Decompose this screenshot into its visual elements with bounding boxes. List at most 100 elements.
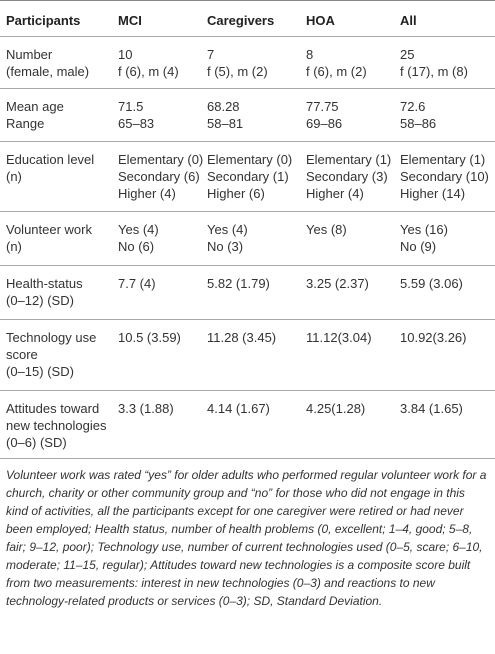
cell-line: No (3) — [207, 239, 244, 254]
data-cell: Yes (16) No (9) — [400, 221, 448, 255]
label-line: (n) — [6, 239, 22, 254]
cell-line: 25 — [400, 47, 415, 62]
cell-line: f (6), m (4) — [118, 64, 179, 79]
cell-line: 10.5 (3.59) — [118, 330, 181, 345]
cell-line: Higher (4) — [118, 186, 176, 201]
data-cell: 3.3 (1.88) — [118, 400, 174, 417]
data-cell: 4.25(1.28) — [306, 400, 365, 417]
column-header: MCI — [118, 13, 142, 28]
data-cell: Yes (4) No (6) — [118, 221, 159, 255]
label-line: Volunteer work — [6, 222, 92, 237]
label-line: (n) — [6, 169, 22, 184]
label-line: (female, male) — [6, 64, 90, 79]
data-cell: 8 f (6), m (2) — [306, 46, 367, 80]
cell-line: Secondary (3) — [306, 169, 388, 184]
cell-line: Higher (14) — [400, 186, 466, 201]
row-label: Volunteer work (n) — [6, 221, 92, 255]
cell-line: Secondary (1) — [207, 169, 289, 184]
data-cell: Elementary (0) Secondary (1) Higher (6) — [207, 151, 292, 202]
cell-line: Higher (6) — [207, 186, 265, 201]
label-line: Number — [6, 47, 53, 62]
row-label: Health-status (0–12) (SD) — [6, 275, 83, 309]
table-row: Volunteer work (n) Yes (4) No (6) Yes (4) No … — [0, 212, 495, 266]
table-row: Mean age Range 71.5 65–83 68.28 58–81 77.75 69–… — [0, 89, 495, 142]
cell-line: Yes (8) — [306, 222, 347, 237]
data-cell: 7.7 (4) — [118, 275, 156, 292]
cell-line: 71.5 — [118, 99, 144, 114]
cell-line: 68.28 — [207, 99, 240, 114]
cell-line: f (6), m (2) — [306, 64, 367, 79]
cell-line: 58–81 — [207, 116, 244, 131]
cell-line: Yes (16) — [400, 222, 448, 237]
data-cell: 5.82 (1.79) — [207, 275, 270, 292]
cell-line: 11.28 (3.45) — [207, 330, 277, 345]
data-cell: 11.12(3.04) — [306, 329, 372, 346]
cell-line: 3.3 (1.88) — [118, 401, 174, 416]
data-cell: 3.25 (2.37) — [306, 275, 369, 292]
cell-line: f (5), m (2) — [207, 64, 268, 79]
row-label: Number (female, male) — [6, 46, 89, 80]
cell-line: Secondary (10) — [400, 169, 489, 184]
table-row: Education level (n) Elementary (0) Secondar… — [0, 142, 495, 212]
data-cell: 10 f (6), m (4) — [118, 46, 179, 80]
row-label: Education level (n) — [6, 151, 94, 185]
label-line: Mean age — [6, 99, 64, 114]
cell-line: 69–86 — [306, 116, 343, 131]
label-line: (0–12) (SD) — [6, 293, 74, 308]
label-line: (0–15) (SD) — [6, 364, 74, 379]
cell-line: Yes (4) — [207, 222, 248, 237]
cell-line: Elementary (0) — [118, 152, 204, 167]
data-cell: 77.75 69–86 — [306, 98, 342, 132]
table-row: Attitudes toward new technologies (0–6) (S… — [0, 391, 495, 459]
cell-line: 3.84 (1.65) — [400, 401, 463, 416]
table-row: Technology use score (0–15) (SD) 10.5 (3.59… — [0, 320, 495, 391]
cell-line: 11.12(3.04) — [306, 330, 372, 345]
row-label: Technology use score (0–15) (SD) — [6, 329, 96, 380]
cell-line: Secondary (6) — [118, 169, 200, 184]
cell-line: Elementary (1) — [306, 152, 392, 167]
label-line: Education level — [6, 152, 95, 167]
table-row: Health-status (0–12) (SD) 7.7 (4) 5.82 (1.7… — [0, 266, 495, 320]
cell-line: 10 — [118, 47, 133, 62]
data-cell: Elementary (1) Secondary (3) Higher (4) — [306, 151, 391, 202]
column-header: Participants — [6, 13, 81, 28]
column-header: All — [400, 13, 417, 28]
label-line: Technology use — [6, 330, 97, 345]
label-line: Attitudes toward — [6, 401, 100, 416]
label-line: Health-status — [6, 276, 83, 291]
cell-line: 65–83 — [118, 116, 155, 131]
data-cell: Elementary (0) Secondary (6) Higher (4) — [118, 151, 203, 202]
cell-line: 72.6 — [400, 99, 426, 114]
data-cell: 25 f (17), m (8) — [400, 46, 468, 80]
data-cell: Yes (4) No (3) — [207, 221, 248, 255]
row-label: Mean age Range — [6, 98, 64, 132]
cell-line: 5.82 (1.79) — [207, 276, 270, 291]
cell-line: Elementary (1) — [400, 152, 486, 167]
cell-line: Elementary (0) — [207, 152, 293, 167]
data-cell: 68.28 58–81 — [207, 98, 243, 132]
cell-line: 4.25(1.28) — [306, 401, 366, 416]
header-row: Participants MCI Caregivers HOA All — [0, 0, 495, 37]
cell-line: 8 — [306, 47, 314, 62]
cell-line: Yes (4) — [118, 222, 159, 237]
column-header: Caregivers — [207, 13, 275, 28]
data-cell: 10.5 (3.59) — [118, 329, 181, 346]
row-label: Attitudes toward new technologies (0–6) (S… — [6, 400, 106, 451]
data-cell: 3.84 (1.65) — [400, 400, 463, 417]
cell-line: 7 — [207, 47, 215, 62]
cell-line: 5.59 (3.06) — [400, 276, 463, 291]
data-cell: 4.14 (1.67) — [207, 400, 270, 417]
cell-line: 3.25 (2.37) — [306, 276, 369, 291]
label-line: Range — [6, 116, 45, 131]
cell-line: 77.75 — [306, 99, 339, 114]
cell-line: No (6) — [118, 239, 155, 254]
data-cell: 11.28 (3.45) — [207, 329, 276, 346]
label-line: score — [6, 347, 38, 362]
data-cell: 5.59 (3.06) — [400, 275, 463, 292]
data-cell: 71.5 65–83 — [118, 98, 154, 132]
table-row: Number (female, male) 10 f (6), m (4) 7 f (5)… — [0, 37, 495, 89]
cell-line: Higher (4) — [306, 186, 364, 201]
footnote: Volunteer work was rated “yes” for older… — [6, 468, 487, 608]
data-cell: Yes (8) — [306, 221, 347, 238]
